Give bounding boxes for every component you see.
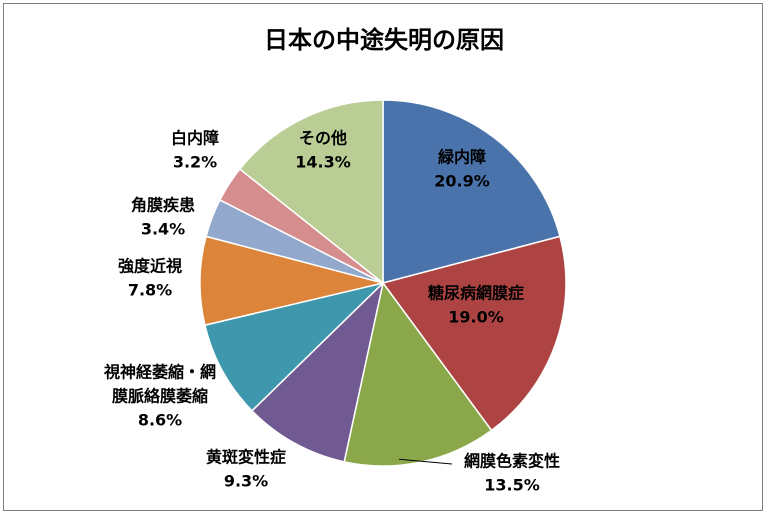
data-label-value: 20.9% — [434, 172, 490, 191]
data-label-category: 黄斑変性症 — [206, 448, 286, 467]
pie-slice — [250, 280, 385, 463]
data-label-value: 13.5% — [484, 476, 540, 495]
data-label-value: 3.4% — [141, 220, 185, 239]
data-label-category: 網膜色素変性 — [464, 452, 560, 471]
data-label-category: その他 — [299, 129, 347, 148]
data-label-category: 緑内障 — [438, 148, 486, 167]
data-label-category: 糖尿病網膜症 — [428, 284, 524, 303]
data-label-value: 7.8% — [128, 281, 172, 300]
data-label-category: 角膜疾患 — [131, 196, 195, 215]
pie-slice — [238, 99, 384, 285]
data-label-value: 14.3% — [295, 153, 351, 172]
data-label-value: 19.0% — [448, 308, 504, 327]
pie-slice — [381, 235, 567, 432]
chart-title: 日本の中途失明の原因 — [264, 26, 504, 54]
data-label-category: 膜脈絡膜萎縮 — [112, 387, 208, 406]
data-label-category: 視神経萎縮・網 — [103, 363, 216, 382]
data-label-category: 強度近視 — [118, 257, 182, 276]
pie-slice — [382, 99, 561, 284]
leader-line — [398, 458, 453, 465]
pie-slice — [343, 281, 493, 467]
data-label-value: 9.3% — [224, 472, 268, 491]
data-label-value: 8.6% — [138, 411, 182, 430]
data-label-category: 白内障 — [171, 129, 219, 148]
data-label-value: 3.2% — [173, 153, 217, 172]
